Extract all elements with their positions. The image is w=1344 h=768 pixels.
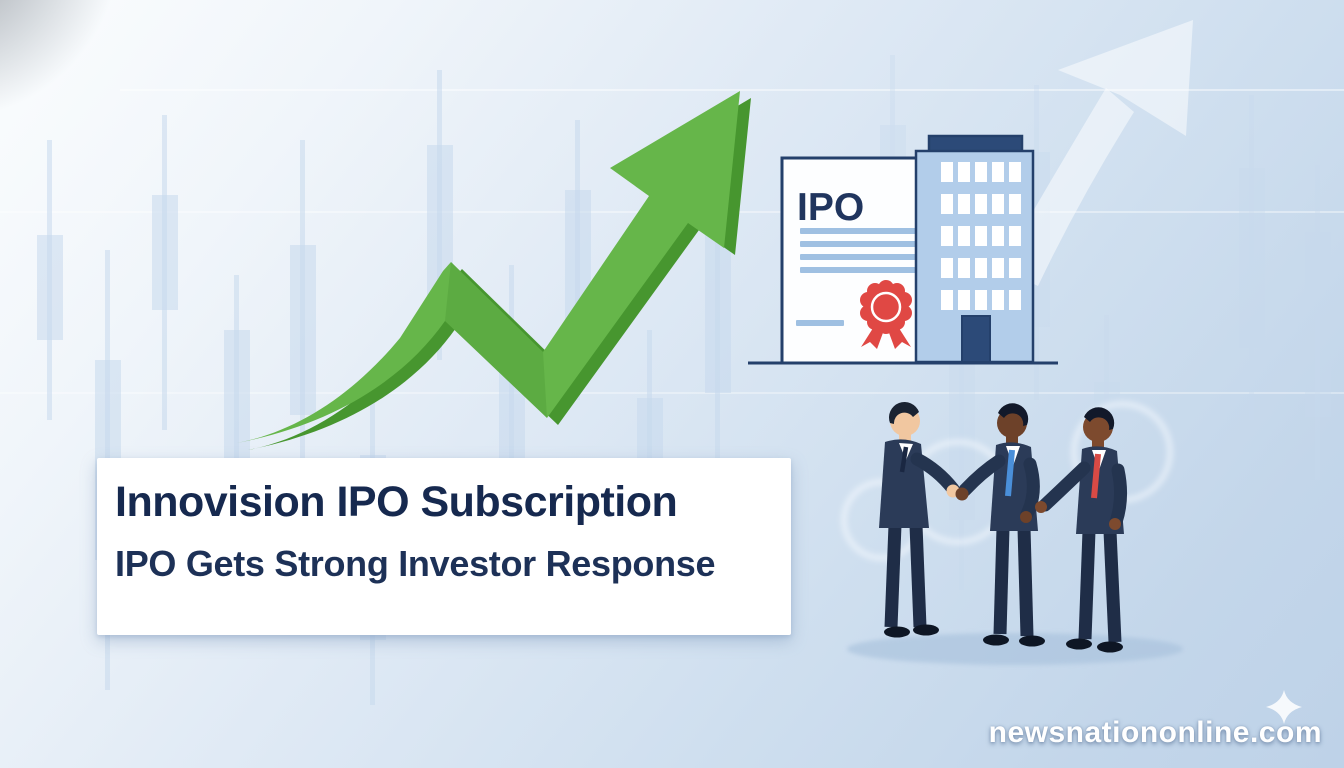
certificate-ipo-label: IPO (797, 186, 864, 229)
businessman-left (879, 401, 960, 638)
businessman-middle (958, 403, 1045, 647)
handshake-businessmen-icon (841, 401, 1183, 665)
watermark-text: newsnationonline.com (988, 716, 1322, 749)
headline-box: Innovision IPO Subscription IPO Gets Str… (97, 458, 791, 635)
headline-title: Innovision IPO Subscription (115, 478, 678, 526)
headline-subtitle: IPO Gets Strong Investor Response (115, 543, 716, 585)
